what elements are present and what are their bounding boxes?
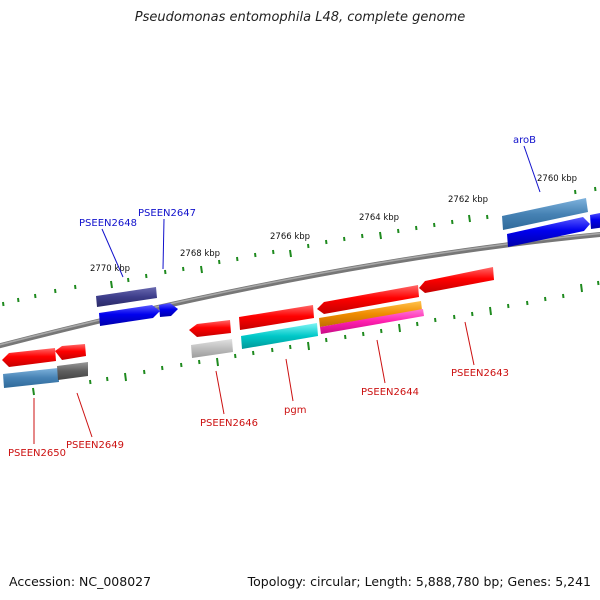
gene-arrow-gray-2649	[57, 362, 88, 380]
gene-label-pseen2650: PSEEN2650	[8, 448, 66, 459]
leader-pseen2643	[464, 321, 475, 366]
leader-pseen2649	[76, 392, 93, 438]
gene-arrow-navy	[96, 287, 157, 307]
gene-label-pseen2644: PSEEN2644	[361, 387, 419, 398]
scale-label-2770: 2770 kbp	[90, 264, 130, 274]
scale-label-2766: 2766 kbp	[270, 232, 310, 242]
gene-label-pseen2647: PSEEN2647	[138, 208, 196, 219]
leader-pgm	[285, 358, 294, 402]
gene-labels: PSEEN2648 PSEEN2647 aroB PSEEN2650 PSEEN…	[8, 135, 536, 459]
gene-arrow-blue-small	[159, 303, 178, 317]
gene-label-pseen2648: PSEEN2648	[79, 218, 137, 229]
footer-accession: Accession: NC_008027	[9, 574, 152, 589]
leader-pseen2647	[162, 218, 165, 270]
gene-arrow-blue-edge	[590, 213, 600, 229]
gene-arrow-red-2649	[55, 344, 86, 360]
scale-label-2760: 2760 kbp	[537, 174, 577, 184]
leader-pseen2646	[215, 370, 225, 415]
inner-tick-ring	[32, 280, 600, 396]
gene-arrow-red-2650	[2, 348, 56, 367]
gene-arrow-cyan-pgm	[241, 323, 318, 349]
gene-label-pseen2646: PSEEN2646	[200, 418, 258, 429]
scale-label-2764: 2764 kbp	[359, 213, 399, 223]
footer-genome-info: Topology: circular; Length: 5,888,780 bp…	[247, 574, 591, 589]
gene-arrow-lightgray-2646	[191, 339, 233, 358]
forward-strand-genes	[96, 198, 600, 326]
leader-arob	[523, 145, 541, 193]
gene-arrow-steel	[502, 198, 588, 230]
gene-arrow-red-2644	[317, 285, 419, 314]
gene-arrow-red-2643	[419, 267, 494, 293]
scale-labels: 2770 kbp 2768 kbp 2766 kbp 2764 kbp 2762…	[90, 174, 577, 274]
gene-arrow-blue-right	[507, 217, 590, 247]
gene-arrow-red-2646	[189, 320, 231, 337]
leader-pseen2648	[101, 228, 124, 278]
label-leader-lines	[33, 145, 541, 444]
gene-arrow-pink-2644	[320, 309, 424, 334]
leader-pseen2644	[376, 339, 386, 384]
reverse-strand-genes	[2, 267, 494, 388]
scale-label-2768: 2768 kbp	[180, 249, 220, 259]
gene-label-pseen2643: PSEEN2643	[451, 368, 509, 379]
gene-label-arob: aroB	[513, 135, 536, 146]
outer-tick-ring	[2, 186, 597, 307]
scale-label-2762: 2762 kbp	[448, 195, 488, 205]
gene-label-pgm: pgm	[284, 405, 306, 416]
gene-arrow-blue	[99, 305, 160, 326]
gene-arrow-orange-2644	[319, 301, 422, 327]
gene-arrow-steel-2650	[3, 368, 59, 388]
gene-label-pseen2649: PSEEN2649	[66, 440, 124, 451]
map-title: Pseudomonas entomophila L48, complete ge…	[134, 10, 466, 25]
gene-arrow-red-pgm	[239, 305, 314, 330]
